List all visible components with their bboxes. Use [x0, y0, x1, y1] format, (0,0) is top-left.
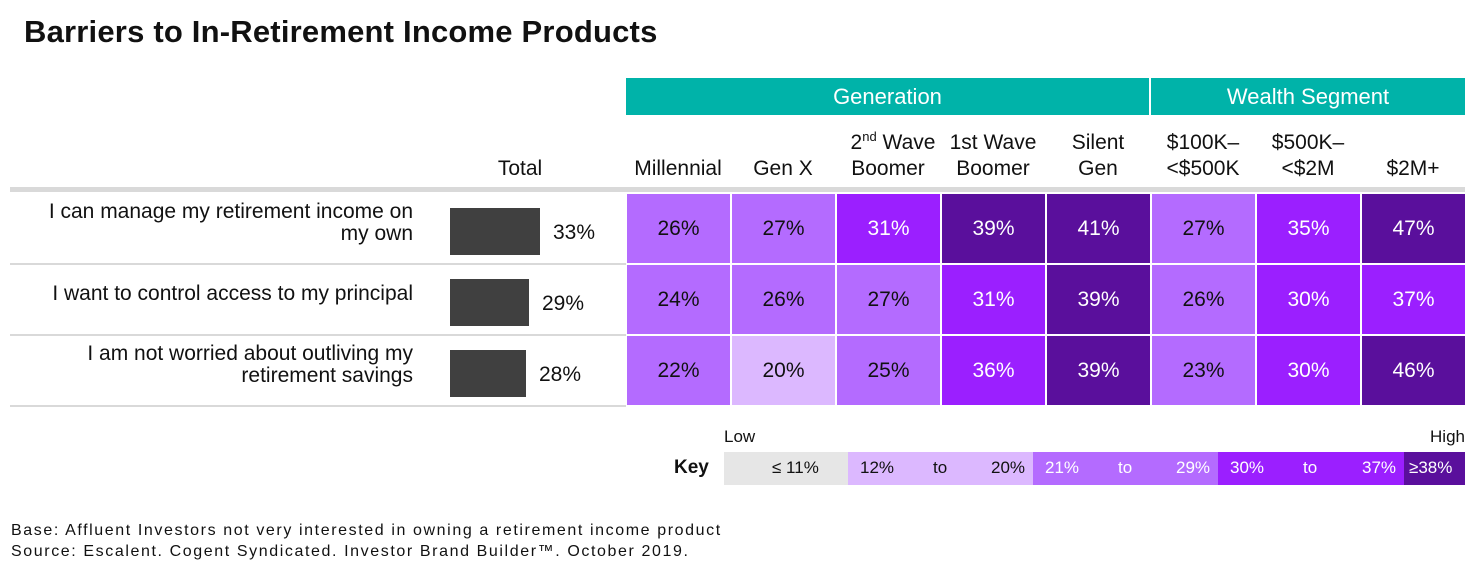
key-swatch-label: 20% — [991, 458, 1026, 477]
total-bar — [450, 350, 526, 397]
heatmap-cell: 27% — [731, 193, 836, 264]
key-swatch — [724, 452, 848, 485]
total-bar — [450, 279, 529, 326]
row-label: I can manage my retirement income on my o… — [10, 191, 413, 254]
key-swatch — [848, 452, 1033, 485]
column-header-line: Gen X — [753, 157, 813, 180]
key-swatch-label: to — [1118, 458, 1133, 477]
row-divider — [10, 263, 626, 265]
heatmap-cell: 26% — [626, 193, 731, 264]
group-header-wealth-segment: Wealth Segment — [1151, 78, 1465, 115]
heatmap-cell: 23% — [1151, 335, 1256, 406]
column-header: $500K– <$2M — [1254, 124, 1362, 182]
column-header-line: <$500K — [1166, 157, 1240, 180]
group-header-generation: Generation — [626, 78, 1149, 115]
row-label-line: my own — [340, 221, 413, 245]
heatmap-cell: 39% — [941, 193, 1046, 264]
heatmap-cell: 47% — [1361, 193, 1466, 264]
heatmap-cell: 30% — [1256, 335, 1361, 406]
heatmap-cell: 46% — [1361, 335, 1466, 406]
heatmap-cell: 24% — [626, 264, 731, 335]
column-header-line: Millennial — [634, 157, 722, 180]
footer-source-note: Source: Escalent. Cogent Syndicated. Inv… — [11, 543, 690, 560]
column-header: $100K– <$500K — [1149, 124, 1257, 182]
key-swatch — [1033, 452, 1218, 485]
heatmap-cell: 31% — [836, 193, 941, 264]
column-header-line: Boomer — [956, 157, 1030, 180]
column-header-line: $2M+ — [1386, 157, 1440, 180]
key-swatch-label: 21% — [1045, 458, 1080, 477]
heatmap-cell: 22% — [626, 335, 731, 406]
heatmap-cell: 35% — [1256, 193, 1361, 264]
row-label: I am not worried about outliving my retir… — [10, 333, 413, 396]
column-header: Millennial — [624, 124, 732, 182]
heatmap-cell: 26% — [731, 264, 836, 335]
column-header-line: 1st Wave — [949, 131, 1037, 154]
heatmap-cell: 36% — [941, 335, 1046, 406]
key-high-label: High — [1430, 427, 1465, 446]
column-header: $2M+ — [1359, 124, 1467, 182]
key-swatch-label: ≤ 11% — [772, 458, 819, 477]
row-label-line: retirement savings — [241, 363, 413, 387]
column-header: Gen X — [729, 124, 837, 182]
key-swatch — [1218, 452, 1404, 485]
key-swatch-label: to — [1303, 458, 1318, 477]
heatmap-cell: 37% — [1361, 264, 1466, 335]
heatmap-cell: 27% — [1151, 193, 1256, 264]
column-header-line: $100K– — [1166, 131, 1240, 154]
column-header: 1st Wave Boomer — [939, 124, 1047, 182]
heatmap-cell: 39% — [1046, 264, 1151, 335]
total-value-label: 33% — [553, 221, 596, 244]
key-swatch-label: to — [933, 458, 948, 477]
total-bar — [450, 208, 540, 255]
key-low-label: Low — [724, 427, 756, 446]
column-header: Silent Gen — [1044, 124, 1152, 182]
heatmap-cell: 30% — [1256, 264, 1361, 335]
column-header-line: 2nd Wave — [850, 129, 936, 154]
heatmap-cell: 41% — [1046, 193, 1151, 264]
heatmap-cell: 39% — [1046, 335, 1151, 406]
column-header-line: Gen — [1078, 157, 1118, 180]
column-header: 2nd Wave Boomer — [834, 124, 942, 182]
column-header-line: Silent — [1071, 131, 1125, 154]
footer-base-note: Base: Affluent Investors not very intere… — [11, 522, 722, 539]
row-divider — [10, 334, 626, 336]
row-label-line: I am not worried about outliving my — [87, 341, 413, 365]
heatmap-cell: 25% — [836, 335, 941, 406]
key-swatch-label: 29% — [1176, 458, 1211, 477]
key-swatch-label: ≥38% — [1409, 458, 1453, 477]
total-value-label: 29% — [542, 292, 585, 315]
column-header-line: Boomer — [851, 157, 925, 180]
row-label-line: I can manage my retirement income on — [48, 199, 413, 223]
heatmap-cell: 31% — [941, 264, 1046, 335]
chart-title: Barriers to In-Retirement Income Product… — [24, 14, 658, 49]
key-swatch-label: 30% — [1230, 458, 1265, 477]
column-header-line: <$2M — [1281, 157, 1335, 180]
header-divider — [10, 187, 1465, 192]
key-swatch-label: 37% — [1362, 458, 1397, 477]
total-value-label: 28% — [539, 363, 582, 386]
key-swatch — [1404, 452, 1465, 485]
key-title: Key — [674, 457, 709, 478]
column-header-line: $500K– — [1271, 131, 1345, 154]
heatmap-cell: 20% — [731, 335, 836, 406]
row-label-line: I want to control access to my principal — [52, 281, 413, 305]
row-divider — [10, 405, 626, 407]
heatmap-cell: 26% — [1151, 264, 1256, 335]
total-column-header: Total — [497, 157, 543, 180]
key-swatch-label: 12% — [860, 458, 895, 477]
row-label: I want to control access to my principal — [10, 262, 413, 325]
heatmap-cell: 27% — [836, 264, 941, 335]
